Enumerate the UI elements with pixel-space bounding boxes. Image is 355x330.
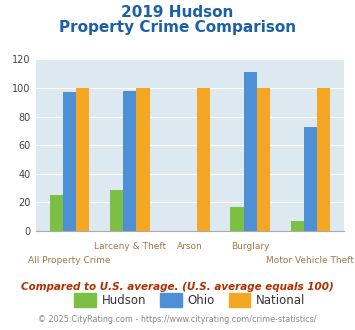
Bar (110, 189, 123, 231)
Bar (63, 92, 76, 231)
Text: Motor Vehicle Theft: Motor Vehicle Theft (267, 256, 354, 265)
Text: All Property Crime: All Property Crime (28, 256, 111, 265)
Bar (230, 207, 244, 231)
Bar (197, 88, 210, 231)
Text: © 2025 CityRating.com - https://www.cityrating.com/crime-statistics/: © 2025 CityRating.com - https://www.city… (38, 315, 317, 324)
Text: Property Crime Comparison: Property Crime Comparison (59, 20, 296, 35)
Text: Larceny & Theft: Larceny & Theft (94, 242, 166, 251)
Bar (244, 72, 257, 231)
Bar (304, 127, 317, 231)
Text: 2019 Hudson: 2019 Hudson (121, 5, 234, 20)
Bar (290, 221, 304, 231)
Bar (257, 88, 270, 231)
Bar (50, 195, 63, 231)
Bar (76, 88, 89, 231)
Legend: Hudson, Ohio, National: Hudson, Ohio, National (70, 288, 310, 312)
Text: Arson: Arson (177, 242, 203, 251)
Bar (123, 91, 136, 231)
Text: Burglary: Burglary (231, 242, 269, 251)
Text: Compared to U.S. average. (U.S. average equals 100): Compared to U.S. average. (U.S. average … (21, 282, 334, 292)
Bar (317, 88, 330, 231)
Bar (136, 88, 149, 231)
